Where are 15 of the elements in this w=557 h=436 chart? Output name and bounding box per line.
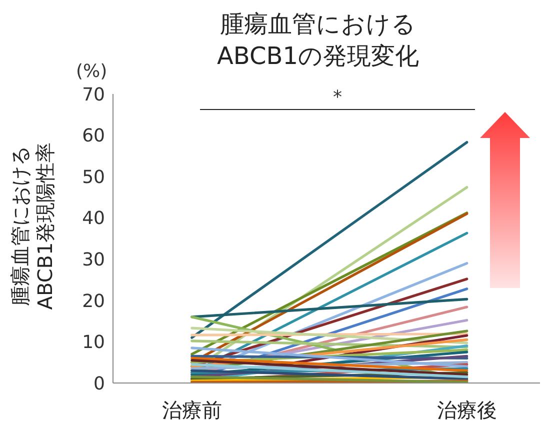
y-tick-label: 70 — [82, 84, 105, 106]
y-tick-label: 0 — [94, 373, 105, 394]
y-tick-label: 40 — [82, 208, 105, 230]
y-tick-label: 10 — [82, 332, 105, 354]
y-tick-label: 60 — [82, 126, 105, 147]
x-tick-label: 治療前 — [162, 398, 222, 422]
chart-title: 腫瘍血管における ABCB1の発現変化 — [216, 9, 420, 72]
y-tick-label: 30 — [82, 250, 105, 271]
text: (%) — [76, 61, 108, 82]
y-tick-label: 50 — [82, 166, 105, 188]
significance-bracket: * — [200, 88, 475, 112]
y-axis-title: 腫瘍血管における ABCB1発現陽性率 — [8, 141, 58, 312]
x-tick-label: 治療後 — [436, 398, 497, 422]
y-tick-label: 20 — [82, 290, 105, 312]
annotation: * — [332, 87, 343, 108]
